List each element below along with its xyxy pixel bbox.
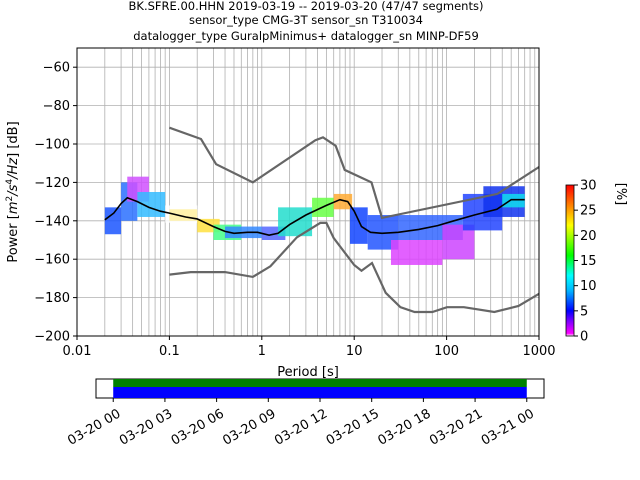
colorbar-ticks: 0 5 10 15 20 25 30	[574, 179, 597, 345]
ppsd-cell	[104, 207, 122, 235]
colorbar-tick-label: 15	[580, 254, 597, 269]
noise-model-low-line	[169, 221, 540, 314]
timeline-tick-label: 03-20 09	[220, 406, 278, 448]
mode-curve-line	[104, 196, 525, 237]
ppsd-cell	[349, 207, 368, 244]
ppsd-cell	[390, 240, 443, 265]
colorbar-tick-label: 10	[580, 279, 597, 294]
x-tick-label: 1	[258, 344, 266, 359]
ppsd-cell	[333, 193, 353, 210]
x-tick-label: 100	[434, 344, 459, 359]
x-tick-label: 0.1	[159, 344, 180, 359]
colorbar-tick-label: 0	[580, 330, 588, 345]
chart-title-line-1: BK.SFRE.00.HHN 2019-03-19 -- 2019-03-20 …	[129, 0, 484, 13]
ppsd-cell	[169, 209, 198, 221]
y-tick-label: −200	[34, 330, 70, 345]
noise-model-high-line	[169, 126, 540, 220]
timeline-tick-label: 03-20 12	[272, 406, 330, 448]
colorbar-tick-label: 5	[580, 304, 588, 319]
timeline-tick-label: 03-21 00	[479, 406, 537, 448]
y-tick-label: −160	[34, 253, 70, 268]
timeline-tick-label: 03-20 00	[65, 406, 123, 448]
chart-title-line-3: datalogger_type GuralpMinimus+ datalogge…	[133, 29, 479, 43]
timeline-tick-label: 03-20 18	[375, 406, 433, 448]
colorbar-tick-label: 25	[580, 204, 597, 219]
y-tick-label: −180	[34, 291, 70, 306]
timeline-tick-label: 03-20 15	[324, 406, 382, 448]
y-tick-label: −60	[43, 61, 70, 76]
ppsd-cell	[502, 193, 525, 208]
x-axis-label: Period [s]	[277, 365, 339, 380]
colorbar-label: [%]	[613, 183, 628, 206]
x-tick-label: 0.01	[63, 344, 92, 359]
timeline-data-bar	[113, 387, 527, 398]
colorbar	[565, 184, 575, 337]
x-tick-label: 10	[346, 344, 363, 359]
y-axis-ticks: −60 −80 −100 −120 −140 −160 −180 −200	[34, 61, 77, 345]
chart-title-line-2: sensor_type CMG-3T sensor_sn T310034	[189, 13, 423, 27]
x-tick-label: 1000	[522, 344, 555, 359]
x-axis-ticks: 0.01 0.1 1 10 100 1000	[63, 336, 556, 359]
timeline-tick-label: 03-20 03	[117, 406, 175, 448]
y-tick-label: −80	[43, 99, 70, 114]
y-tick-label: −100	[34, 138, 70, 153]
timeline-tick-label: 03-20 06	[169, 406, 227, 448]
plot-frame	[76, 47, 540, 337]
timeline-tick-label: 03-20 21	[427, 406, 485, 448]
y-axis-label: Power [m2/s4/Hz] [dB]	[5, 121, 21, 262]
timeline-processed-bar	[113, 379, 527, 387]
colorbar-tick-label: 30	[580, 179, 597, 194]
y-tick-label: −120	[34, 176, 70, 191]
colorbar-tick-label: 20	[580, 229, 597, 244]
y-tick-label: −140	[34, 214, 70, 229]
